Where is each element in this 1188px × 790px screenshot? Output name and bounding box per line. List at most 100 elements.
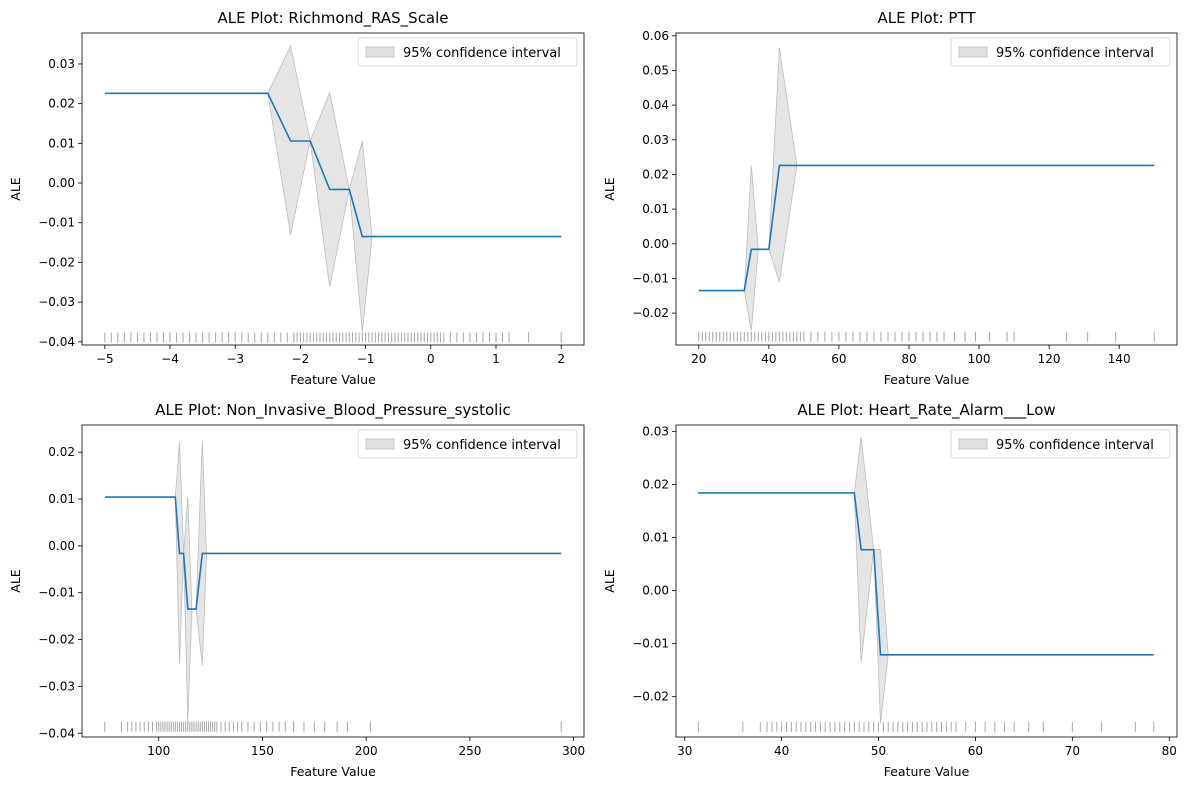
confidence-band	[267, 44, 373, 332]
rug-marks	[104, 332, 562, 343]
legend: 95% confidence interval	[357, 429, 578, 459]
y-tick-label: −0.02	[38, 255, 75, 269]
x-tick-label: 120	[1038, 352, 1061, 366]
x-tick-label: 140	[1108, 352, 1131, 366]
ale-panel-3: 100 150 200 250 300 −0.04 −0.03 −0.02 −0.01 0.00 0…	[8, 401, 585, 779]
ale-panel-1: −5 −4 −3 −2 −1 0 1 2 −0.04 −0.03 −0.02 −0.01 0.00 0.0…	[8, 9, 585, 387]
legend-box	[357, 429, 578, 459]
x-tick-label: −3	[226, 352, 244, 366]
axes-frame	[81, 32, 585, 346]
legend-label: 95% confidence interval	[403, 46, 561, 61]
y-tick-label: −0.01	[632, 637, 669, 651]
legend: 95% confidence interval	[950, 37, 1171, 67]
ale-panel-2: 20 40 60 80 100 120 140 −0.02 −0.01 0.00 0.01 0.02 0…	[602, 9, 1178, 387]
confidence-band	[853, 436, 889, 724]
y-tick-label: 0.00	[48, 176, 75, 190]
ale-line	[104, 496, 562, 610]
x-tick-label: 150	[251, 744, 274, 758]
y-tick-label: 0.04	[642, 98, 669, 112]
x-tick-label: 100	[147, 744, 170, 758]
x-tick-label: −1	[357, 352, 375, 366]
x-axis-label: Feature Value	[884, 764, 970, 779]
x-tick-label: 60	[968, 744, 983, 758]
plot-area	[104, 44, 562, 343]
x-tick-label: 80	[901, 352, 916, 366]
legend-box	[357, 37, 578, 67]
x-tick-label: −4	[161, 352, 179, 366]
legend-swatch	[365, 46, 395, 58]
x-tick-label: 80	[1162, 744, 1177, 758]
y-axis-label: ALE	[602, 569, 617, 593]
x-tick-label: 20	[691, 352, 706, 366]
chart-title: ALE Plot: Richmond_RAS_Scale	[217, 9, 448, 28]
y-tick-label: 0.01	[642, 202, 669, 216]
ale-panel-4: 30 40 50 60 70 80 −0.02 −0.01 0.00 0.01 0.02 0.03 AL…	[602, 401, 1178, 779]
y-axis-label: ALE	[8, 177, 23, 201]
ale-line	[104, 92, 562, 238]
y-tick-label: 0.00	[642, 584, 669, 598]
x-tick-label: 0	[427, 352, 435, 366]
plot-area	[698, 47, 1155, 342]
rug-marks	[104, 721, 562, 732]
legend-label: 95% confidence interval	[996, 438, 1154, 453]
ale-line	[698, 492, 1154, 656]
legend-box	[950, 37, 1171, 67]
confidence-band	[743, 47, 798, 331]
confidence-band	[174, 440, 207, 722]
y-tick-label: −0.04	[38, 335, 75, 349]
y-tick-label: −0.02	[632, 690, 669, 704]
chart-title: ALE Plot: Non_Invasive_Blood_Pressure_sy…	[155, 401, 510, 420]
x-tick-label: −2	[292, 352, 310, 366]
x-tick-label: 60	[831, 352, 846, 366]
axes-frame	[675, 424, 1178, 738]
x-tick-label: −5	[96, 352, 114, 366]
y-axis-label: ALE	[8, 569, 23, 593]
rug-marks	[697, 721, 1155, 732]
legend-swatch	[958, 46, 988, 58]
legend: 95% confidence interval	[357, 37, 578, 67]
y-tick-label: −0.02	[38, 633, 75, 647]
x-tick-label: 250	[458, 744, 481, 758]
y-tick-label: 0.00	[48, 539, 75, 553]
y-tick-label: 0.02	[48, 445, 75, 459]
y-tick-label: −0.03	[38, 295, 75, 309]
y-tick-label: 0.02	[642, 477, 669, 491]
plot-area	[697, 436, 1155, 732]
chart-title: ALE Plot: Heart_Rate_Alarm___Low	[797, 401, 1055, 420]
y-tick-label: 0.06	[642, 29, 669, 43]
y-tick-label: 0.01	[48, 136, 75, 150]
y-tick-label: 0.03	[642, 424, 669, 438]
y-tick-label: 0.01	[48, 492, 75, 506]
x-axis-label: Feature Value	[290, 372, 376, 387]
plot-area	[104, 440, 562, 732]
y-tick-label: 0.02	[48, 97, 75, 111]
legend-box	[950, 429, 1171, 459]
y-tick-label: −0.01	[632, 271, 669, 285]
x-tick-label: 100	[968, 352, 991, 366]
y-tick-label: 0.01	[642, 530, 669, 544]
axes-frame	[675, 32, 1178, 346]
y-tick-label: −0.02	[632, 306, 669, 320]
x-tick-label: 300	[562, 744, 585, 758]
legend-label: 95% confidence interval	[996, 46, 1154, 61]
y-axis-label: ALE	[602, 177, 617, 201]
chart-title: ALE Plot: PTT	[877, 9, 976, 27]
y-tick-label: 0.05	[642, 63, 669, 77]
legend-label: 95% confidence interval	[403, 438, 561, 453]
x-tick-label: 50	[871, 744, 886, 758]
x-tick-label: 40	[774, 744, 789, 758]
x-tick-label: 30	[677, 744, 692, 758]
x-tick-label: 200	[355, 744, 378, 758]
legend: 95% confidence interval	[950, 429, 1171, 459]
x-tick-label: 1	[492, 352, 500, 366]
x-tick-label: 70	[1065, 744, 1080, 758]
y-tick-label: −0.01	[38, 586, 75, 600]
y-tick-label: 0.00	[642, 237, 669, 251]
x-axis-label: Feature Value	[290, 764, 376, 779]
y-tick-label: 0.03	[48, 57, 75, 71]
y-tick-label: 0.02	[642, 167, 669, 181]
ale-line	[698, 164, 1155, 292]
y-tick-label: −0.03	[38, 679, 75, 693]
axes-frame	[81, 424, 585, 738]
